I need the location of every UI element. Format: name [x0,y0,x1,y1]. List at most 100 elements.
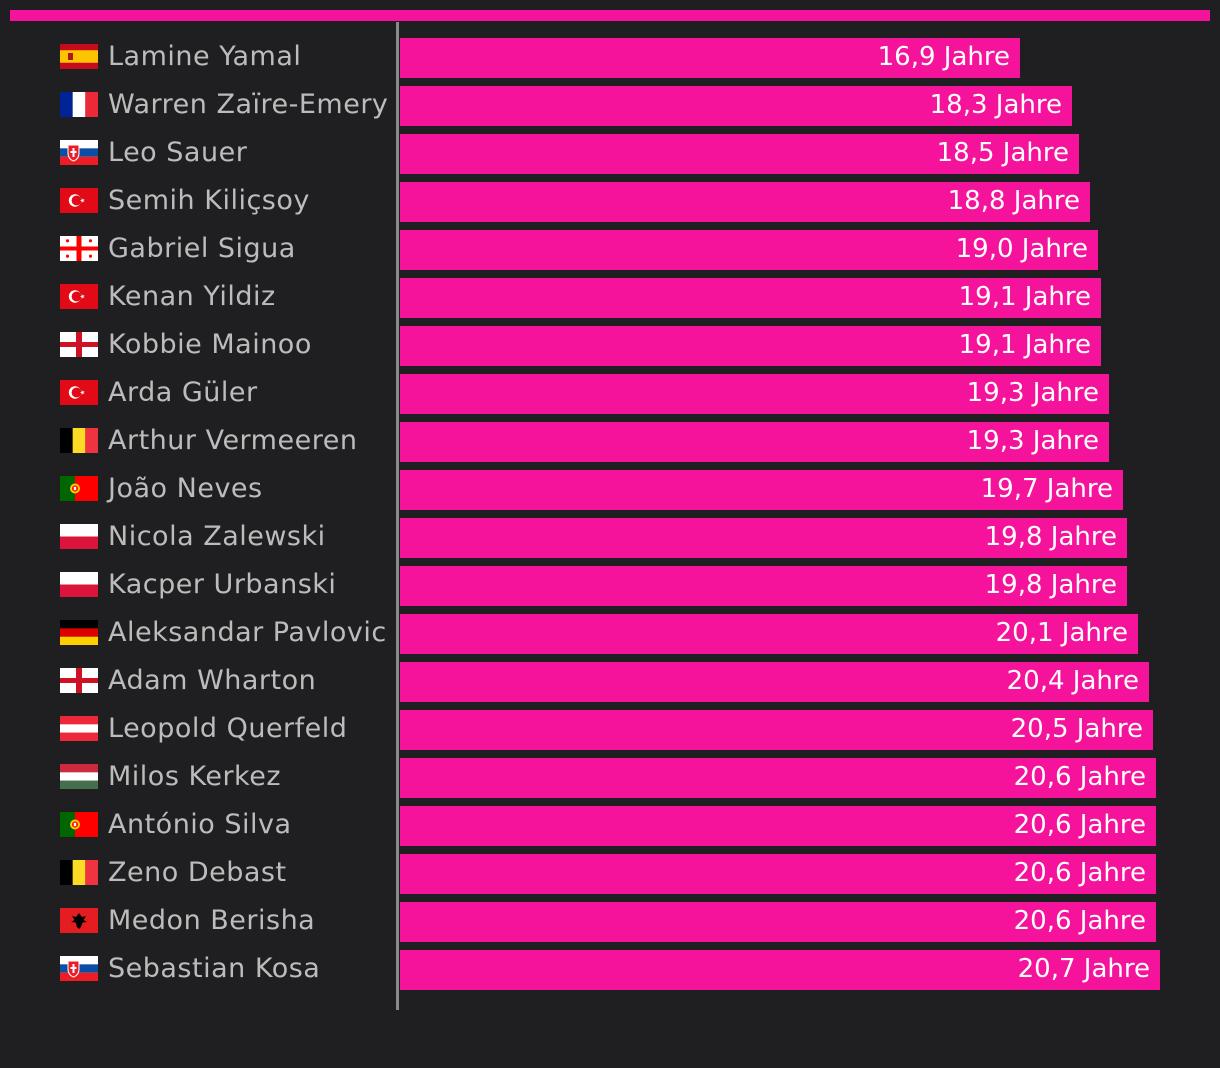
value-label: 18,5 Jahre [936,138,1069,168]
bar: 19,1 Jahre [400,278,1101,318]
bar-row: Semih Kiliçsoy 18,8 Jahre [0,182,1220,230]
category-label: João Neves [108,473,263,504]
belgium-flag-icon [60,428,98,453]
poland-flag-icon [60,524,98,549]
bar: 19,8 Jahre [400,518,1127,558]
category-label: Leo Sauer [108,137,248,168]
bar-row: Aleksandar Pavlovic 20,1 Jahre [0,614,1220,662]
value-label: 18,3 Jahre [929,90,1062,120]
turkey-flag-icon [60,284,98,309]
bar: 19,8 Jahre [400,566,1127,606]
category-label: Leopold Querfeld [108,713,348,744]
bar-row: Leopold Querfeld 20,5 Jahre [0,710,1220,758]
hungary-flag-icon [60,764,98,789]
value-label: 19,3 Jahre [966,426,1099,456]
category-label: Medon Berisha [108,905,316,936]
value-label: 20,6 Jahre [1013,762,1146,792]
value-label: 19,8 Jahre [984,570,1117,600]
bar-row: Lamine Yamal 16,9 Jahre [0,38,1220,86]
bar-row: Kobbie Mainoo 19,1 Jahre [0,326,1220,374]
category-label: Milos Kerkez [108,761,281,792]
bar: 19,3 Jahre [400,374,1109,414]
top-accent-bar [10,10,1210,21]
bar: 18,3 Jahre [400,86,1072,126]
france-flag-icon [60,92,98,117]
y-axis-line [396,22,399,1010]
value-label: 19,1 Jahre [958,330,1091,360]
austria-flag-icon [60,716,98,741]
bar-row: Kenan Yildiz 19,1 Jahre [0,278,1220,326]
bar: 20,5 Jahre [400,710,1153,750]
value-label: 16,9 Jahre [877,42,1010,72]
category-label: Zeno Debast [108,857,287,888]
bar: 20,6 Jahre [400,806,1156,846]
category-label: Kacper Urbanski [108,569,337,600]
category-label: Kobbie Mainoo [108,329,312,360]
england-flag-icon [60,332,98,357]
turkey-flag-icon [60,380,98,405]
bar-row: Gabriel Sigua 19,0 Jahre [0,230,1220,278]
bar: 16,9 Jahre [400,38,1020,78]
category-label: Lamine Yamal [108,41,302,72]
bar: 20,6 Jahre [400,758,1156,798]
spain-flag-icon [60,44,98,69]
category-label: Sebastian Kosa [108,953,321,984]
bar: 20,7 Jahre [400,950,1160,990]
value-label: 19,1 Jahre [958,282,1091,312]
bar-row: Medon Berisha 20,6 Jahre [0,902,1220,950]
portugal-flag-icon [60,476,98,501]
bar-row: Nicola Zalewski 19,8 Jahre [0,518,1220,566]
bar-row: António Silva 20,6 Jahre [0,806,1220,854]
bar-row: Zeno Debast 20,6 Jahre [0,854,1220,902]
category-label: Warren Zaïre-Emery [108,89,389,120]
bar-row: Leo Sauer 18,5 Jahre [0,134,1220,182]
category-label: Nicola Zalewski [108,521,326,552]
category-label: Gabriel Sigua [108,233,296,264]
georgia-flag-icon [60,236,98,261]
value-label: 20,7 Jahre [1017,954,1150,984]
bar: 20,1 Jahre [400,614,1138,654]
category-label: Adam Wharton [108,665,317,696]
category-label: António Silva [108,809,292,840]
bar-row: Sebastian Kosa 20,7 Jahre [0,950,1220,998]
value-label: 20,5 Jahre [1010,714,1143,744]
bar: 19,1 Jahre [400,326,1101,366]
value-label: 19,3 Jahre [966,378,1099,408]
bar: 18,5 Jahre [400,134,1079,174]
value-label: 19,8 Jahre [984,522,1117,552]
category-label: Kenan Yildiz [108,281,276,312]
bar: 19,3 Jahre [400,422,1109,462]
bar: 20,6 Jahre [400,854,1156,894]
bar-row: Arda Güler 19,3 Jahre [0,374,1220,422]
albania-flag-icon [60,908,98,933]
value-label: 20,6 Jahre [1013,858,1146,888]
bar: 19,0 Jahre [400,230,1098,270]
germany-flag-icon [60,620,98,645]
bar-row: João Neves 19,7 Jahre [0,470,1220,518]
value-label: 20,1 Jahre [995,618,1128,648]
bar-row: Milos Kerkez 20,6 Jahre [0,758,1220,806]
portugal-flag-icon [60,812,98,837]
category-label: Arthur Vermeeren [108,425,358,456]
value-label: 19,0 Jahre [955,234,1088,264]
category-label: Aleksandar Pavlovic [108,617,387,648]
turkey-flag-icon [60,188,98,213]
bar-row: Kacper Urbanski 19,8 Jahre [0,566,1220,614]
value-label: 20,4 Jahre [1006,666,1139,696]
bar-row: Adam Wharton 20,4 Jahre [0,662,1220,710]
slovakia-flag-icon [60,956,98,981]
bar-row: Arthur Vermeeren 19,3 Jahre [0,422,1220,470]
england-flag-icon [60,668,98,693]
poland-flag-icon [60,572,98,597]
bar: 20,4 Jahre [400,662,1149,702]
bar: 18,8 Jahre [400,182,1090,222]
value-label: 19,7 Jahre [980,474,1113,504]
category-label: Arda Güler [108,377,258,408]
value-label: 18,8 Jahre [947,186,1080,216]
value-label: 20,6 Jahre [1013,906,1146,936]
bar: 19,7 Jahre [400,470,1123,510]
value-label: 20,6 Jahre [1013,810,1146,840]
bar: 20,6 Jahre [400,902,1156,942]
belgium-flag-icon [60,860,98,885]
